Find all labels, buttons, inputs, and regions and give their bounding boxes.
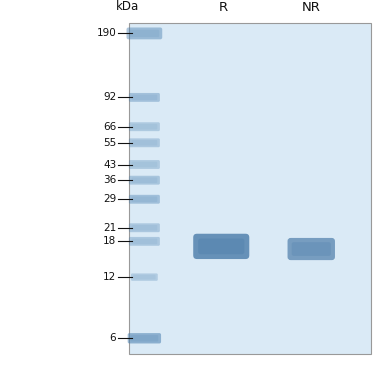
FancyBboxPatch shape <box>133 275 156 279</box>
Text: 190: 190 <box>96 28 116 38</box>
Text: 66: 66 <box>103 122 116 132</box>
FancyBboxPatch shape <box>129 22 371 354</box>
FancyBboxPatch shape <box>129 93 160 102</box>
Text: 12: 12 <box>103 272 116 282</box>
Text: NR: NR <box>302 1 321 14</box>
Text: R: R <box>219 1 228 14</box>
Text: 43: 43 <box>103 159 116 170</box>
Text: 18: 18 <box>103 236 116 246</box>
Text: 92: 92 <box>103 92 116 102</box>
FancyBboxPatch shape <box>126 27 162 39</box>
FancyBboxPatch shape <box>132 177 157 183</box>
Text: 21: 21 <box>103 223 116 233</box>
Text: 6: 6 <box>110 333 116 343</box>
FancyBboxPatch shape <box>132 124 157 129</box>
FancyBboxPatch shape <box>131 273 158 281</box>
FancyBboxPatch shape <box>288 238 335 260</box>
FancyBboxPatch shape <box>132 162 157 167</box>
FancyBboxPatch shape <box>198 238 244 254</box>
FancyBboxPatch shape <box>132 225 157 231</box>
FancyBboxPatch shape <box>128 333 161 344</box>
FancyBboxPatch shape <box>129 223 160 232</box>
FancyBboxPatch shape <box>129 160 160 169</box>
Text: 55: 55 <box>103 138 116 148</box>
FancyBboxPatch shape <box>193 234 249 259</box>
FancyBboxPatch shape <box>129 138 160 147</box>
FancyBboxPatch shape <box>129 237 160 246</box>
FancyBboxPatch shape <box>132 196 157 202</box>
FancyBboxPatch shape <box>129 30 159 37</box>
Text: kDa: kDa <box>116 0 139 13</box>
FancyBboxPatch shape <box>292 242 331 256</box>
Text: 36: 36 <box>103 175 116 185</box>
Text: 29: 29 <box>103 194 116 204</box>
FancyBboxPatch shape <box>130 335 158 342</box>
FancyBboxPatch shape <box>129 195 160 204</box>
FancyBboxPatch shape <box>132 238 157 244</box>
FancyBboxPatch shape <box>132 94 157 100</box>
FancyBboxPatch shape <box>132 140 157 146</box>
FancyBboxPatch shape <box>129 176 160 184</box>
FancyBboxPatch shape <box>129 122 160 131</box>
